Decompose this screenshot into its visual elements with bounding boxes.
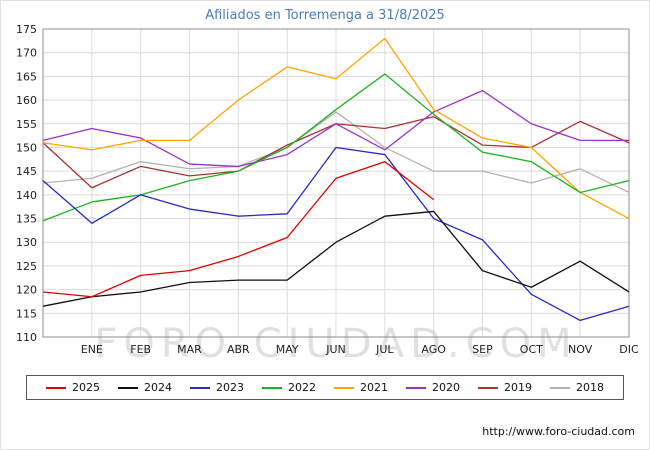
y-tick-label: 115	[16, 307, 37, 320]
y-tick-label: 170	[16, 47, 37, 60]
grid-lines	[43, 28, 629, 338]
x-tick-label: ABR	[227, 343, 250, 356]
legend-item-2024: 2024	[118, 381, 172, 394]
chart-title: Afiliados en Torremenga a 31/8/2025	[205, 8, 445, 23]
y-axis-labels: 110 115 120 125 130 135 140 145 150 155 160 165 170 1…	[16, 23, 37, 344]
x-tick-label: MAR	[177, 343, 202, 356]
x-tick-label: SEP	[472, 343, 493, 356]
series-line-2018	[42, 111, 630, 194]
x-tick-label: JUN	[325, 343, 346, 356]
x-tick-label: OCT	[520, 343, 543, 356]
y-tick-label: 130	[16, 236, 37, 249]
y-tick-label: 145	[16, 165, 37, 178]
series-line-2021	[42, 37, 630, 220]
y-tick-label: 110	[16, 331, 37, 344]
legend-item-2023: 2023	[190, 381, 244, 394]
y-tick-label: 175	[16, 23, 37, 36]
x-tick-label: NOV	[568, 343, 593, 356]
x-tick-label: ENE	[81, 343, 103, 356]
y-tick-label: 135	[16, 213, 37, 226]
legend-item-2025: 2025	[46, 381, 100, 394]
chart-legend: 2025 2024 2023 2022 2021 2020 2019 2018	[26, 375, 624, 400]
legend-label: 2021	[360, 381, 388, 394]
series-line-2024	[42, 210, 630, 307]
x-tick-label: MAY	[276, 343, 299, 356]
legend-line-sample	[550, 386, 570, 389]
chart-canvas: FORO-CIUDAD.COM1101151201251301351401451…	[16, 23, 639, 367]
legend-line-sample	[118, 386, 138, 389]
series-lines	[42, 37, 630, 322]
legend-line-sample	[334, 386, 354, 389]
watermark-text: FORO-CIUDAD.COM	[94, 321, 577, 363]
legend-label: 2024	[144, 381, 172, 394]
y-tick-label: 160	[16, 94, 37, 107]
legend-label: 2023	[216, 381, 244, 394]
legend-line-sample	[478, 386, 498, 389]
y-tick-label: 155	[16, 118, 37, 131]
series-line-2025	[42, 161, 435, 298]
x-tick-label: JUL	[375, 343, 394, 356]
legend-label: 2022	[288, 381, 316, 394]
y-tick-label: 150	[16, 141, 37, 154]
legend-line-sample	[46, 386, 66, 389]
x-tick-label: DIC	[619, 343, 639, 356]
legend-line-sample	[262, 386, 282, 389]
y-tick-label: 120	[16, 284, 37, 297]
legend-item-2018: 2018	[550, 381, 604, 394]
line-chart: FORO-CIUDAD.COM 110 115 120 125 130 135 140 145 1…	[1, 23, 649, 367]
series-line-2020	[42, 89, 629, 168]
y-tick-label: 165	[16, 70, 37, 83]
y-tick-label: 140	[16, 189, 37, 202]
legend-line-sample	[406, 386, 426, 389]
legend-item-2019: 2019	[478, 381, 532, 394]
legend-item-2021: 2021	[334, 381, 388, 394]
series-line-2023	[42, 146, 630, 322]
legend-label: 2025	[72, 381, 100, 394]
legend-label: 2018	[576, 381, 604, 394]
legend-label: 2020	[432, 381, 460, 394]
y-tick-label: 125	[16, 260, 37, 273]
legend-item-2020: 2020	[406, 381, 460, 394]
legend-line-sample	[190, 386, 210, 389]
legend-label: 2019	[504, 381, 532, 394]
footer-url: http://www.foro-ciudad.com	[482, 425, 635, 438]
x-axis-labels: ENE FEB MAR ABR MAY JUN JUL AGO SEP OCT NOV DIC	[81, 343, 639, 356]
legend-item-2022: 2022	[262, 381, 316, 394]
x-tick-label: AGO	[421, 343, 446, 356]
x-tick-label: FEB	[130, 343, 151, 356]
